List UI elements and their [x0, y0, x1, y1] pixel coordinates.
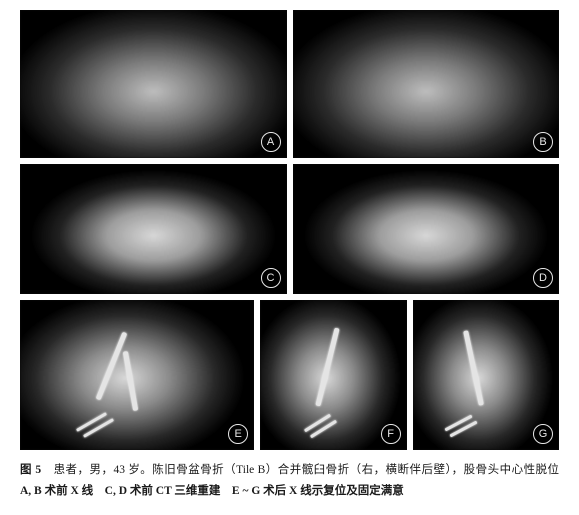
row-preop-xray: A B — [20, 10, 559, 158]
panel-label-D: D — [533, 268, 553, 288]
row-postop-xray: E F G — [20, 300, 559, 450]
panel-G: G — [413, 300, 559, 450]
panel-B: B — [293, 10, 560, 158]
panel-label-B: B — [533, 132, 553, 152]
caption-patient: 患者，男，43 岁。 — [54, 464, 153, 476]
panel-label-G: G — [533, 424, 553, 444]
panel-D: D — [293, 164, 560, 294]
row-preop-ct3d: C D — [20, 164, 559, 294]
caption-legend-CD: C, D 术前 CT 三维重建 — [105, 485, 221, 497]
panel-label-C: C — [261, 268, 281, 288]
ct-3d-anterior — [20, 164, 287, 294]
panel-label-F: F — [381, 424, 401, 444]
panel-label-A: A — [261, 132, 281, 152]
figure-5: A B C D E F — [0, 0, 579, 515]
panel-C: C — [20, 164, 287, 294]
caption-legend-EG: E ~ G 术后 X 线示复位及固定满意 — [232, 485, 404, 497]
panel-F: F — [260, 300, 406, 450]
figure-caption: 图 5 患者，男，43 岁。陈旧骨盆骨折（Tile B）合并髋臼骨折（右，横断伴… — [20, 460, 559, 501]
caption-legend-AB: A, B 术前 X 线 — [20, 485, 93, 497]
figure-number: 图 5 — [20, 464, 41, 476]
xray-pelvis-ap — [20, 10, 287, 158]
panel-A: A — [20, 10, 287, 158]
postop-xray-ap — [20, 300, 254, 450]
xray-pelvis-outlet — [293, 10, 560, 158]
panel-E: E — [20, 300, 254, 450]
ct-3d-posterior — [293, 164, 560, 294]
caption-diagnosis: 陈旧骨盆骨折（Tile B）合并髋臼骨折（右，横断伴后壁），股骨头中心性脱位 — [152, 464, 559, 476]
